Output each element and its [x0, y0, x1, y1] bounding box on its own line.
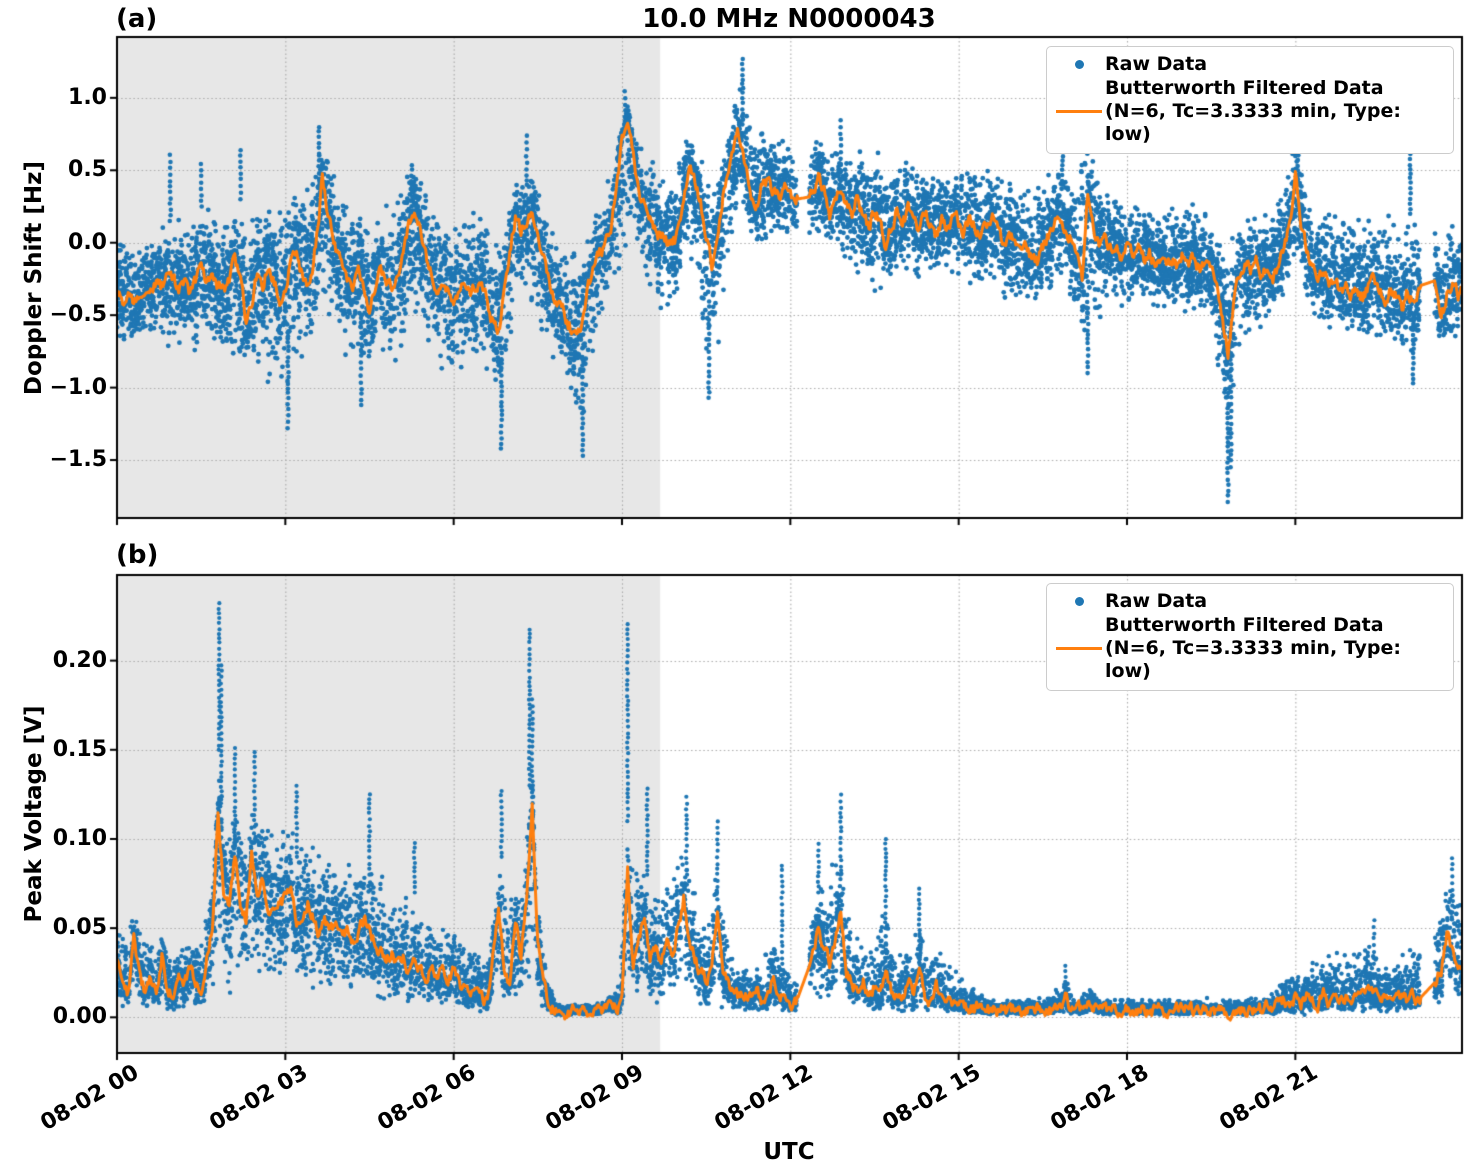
y-axis-label-voltage: Peak Voltage [V] — [21, 705, 47, 923]
y-tick-label: 0.05 — [52, 915, 107, 941]
legend-panel-b: Raw Data Butterworth Filtered Data (N=6,… — [1046, 583, 1454, 691]
legend-entry-raw: Raw Data — [1053, 52, 1445, 77]
legend-panel-a: Raw Data Butterworth Filtered Data (N=6,… — [1046, 46, 1454, 154]
panel-b-label: (b) — [116, 540, 159, 570]
filtered-line-marker-icon — [1053, 109, 1105, 114]
legend-entry-filtered: Butterworth Filtered Data (N=6, Tc=3.333… — [1053, 614, 1445, 683]
y-tick-label: 0.0 — [68, 229, 107, 255]
legend-entry-filtered: Butterworth Filtered Data (N=6, Tc=3.333… — [1053, 77, 1445, 146]
panel-a-label: (a) — [116, 4, 158, 34]
x-axis-label-utc: UTC — [763, 1139, 815, 1165]
y-tick-label: 0.10 — [52, 825, 107, 851]
y-axis-label-doppler: Doppler Shift [Hz] — [21, 160, 47, 396]
y-tick-label: −0.5 — [49, 302, 107, 328]
legend-filtered-label-line2: (N=6, Tc=3.3333 min, Type: low) — [1105, 100, 1401, 145]
legend-entry-raw: Raw Data — [1053, 589, 1445, 614]
y-tick-label: 0.20 — [52, 647, 107, 673]
legend-raw-label: Raw Data — [1105, 590, 1208, 612]
y-tick-label: 0.15 — [52, 736, 107, 762]
y-tick-label: −1.0 — [49, 374, 107, 400]
legend-filtered-label-line2: (N=6, Tc=3.3333 min, Type: low) — [1105, 637, 1401, 682]
legend-raw-label: Raw Data — [1105, 53, 1208, 75]
legend-filtered-label-line1: Butterworth Filtered Data — [1105, 614, 1384, 636]
y-tick-label: 0.5 — [68, 157, 107, 183]
y-tick-label: 0.00 — [52, 1004, 107, 1030]
raw-data-marker-icon — [1053, 60, 1105, 69]
filtered-line-marker-icon — [1053, 646, 1105, 651]
legend-filtered-label-line1: Butterworth Filtered Data — [1105, 77, 1384, 99]
y-tick-label: 1.0 — [68, 84, 107, 110]
raw-data-marker-icon — [1053, 597, 1105, 606]
figure-title: 10.0 MHz N0000043 — [642, 4, 936, 34]
y-tick-label: −1.5 — [49, 447, 107, 473]
